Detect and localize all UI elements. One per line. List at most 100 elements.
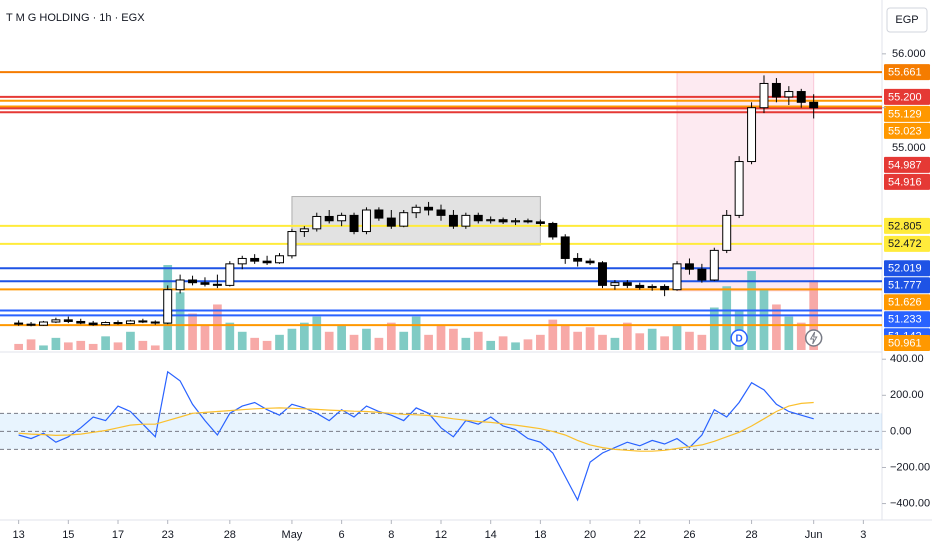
candle-body xyxy=(188,279,198,284)
volume-bar xyxy=(76,340,86,350)
volume-bar xyxy=(635,333,645,350)
candle-body xyxy=(486,219,496,222)
volume-bar xyxy=(722,286,732,350)
volume-bar xyxy=(585,327,595,350)
currency-label[interactable]: EGP xyxy=(895,14,918,26)
candle-body xyxy=(386,217,396,227)
candle-body xyxy=(225,263,235,286)
candle-body xyxy=(324,215,334,222)
candle-body xyxy=(535,221,545,224)
volume-bar xyxy=(262,340,272,350)
volume-bar xyxy=(709,307,719,350)
candle-body xyxy=(548,222,558,238)
level-label-bg xyxy=(884,64,930,81)
candle-body xyxy=(399,212,409,227)
candle-body xyxy=(312,215,322,230)
candle-body xyxy=(411,206,421,214)
event-marker-label: D xyxy=(736,334,743,345)
volume-bar xyxy=(312,316,322,350)
volume-bar xyxy=(560,325,570,350)
volume-bar xyxy=(473,331,483,350)
candle-body xyxy=(125,320,135,325)
indicator-line xyxy=(18,370,814,502)
volume-bar xyxy=(486,340,496,350)
volume-bar xyxy=(386,322,396,350)
x-tick-label: 14 xyxy=(485,529,497,541)
volume-bar xyxy=(275,334,284,350)
candle-body xyxy=(101,322,111,326)
volume-bar xyxy=(300,322,309,350)
level-label: 51.777 xyxy=(888,280,922,292)
level-label-bg xyxy=(884,260,930,277)
volume-bar xyxy=(188,313,197,350)
candle-body xyxy=(76,320,86,324)
volume-bar xyxy=(685,331,694,350)
volume-bar xyxy=(784,316,794,350)
volume-bar xyxy=(536,334,545,350)
x-tick-label: 28 xyxy=(745,529,757,541)
candle-body xyxy=(138,320,148,323)
volume-bar xyxy=(449,328,458,350)
candle-body xyxy=(262,260,272,264)
x-tick-label: 17 xyxy=(112,529,124,541)
y-tick-label: 56.000 xyxy=(892,48,926,60)
volume-bar xyxy=(511,342,520,350)
volume-bar xyxy=(349,334,359,350)
candle-body xyxy=(237,257,247,265)
candle-body xyxy=(473,214,483,222)
volume-bar xyxy=(225,322,235,350)
level-label-bg xyxy=(884,217,930,234)
candle-body xyxy=(709,249,719,281)
event-icon xyxy=(809,331,818,345)
volume-bar xyxy=(436,325,446,350)
candle-body xyxy=(684,263,694,270)
x-tick-label: 12 xyxy=(435,529,447,541)
level-label-bg xyxy=(884,335,930,351)
volume-bar xyxy=(772,304,781,350)
level-label: 52.805 xyxy=(888,220,922,232)
level-label: 50.961 xyxy=(888,337,922,349)
candle-body xyxy=(747,107,757,163)
volume-bar xyxy=(424,334,433,350)
level-label: 54.916 xyxy=(888,176,922,188)
volume-bar xyxy=(200,325,210,350)
level-label: 55.023 xyxy=(888,125,922,137)
level-label-bg xyxy=(884,235,930,252)
volume-bar xyxy=(548,319,558,350)
volume-bar xyxy=(213,304,222,350)
candle-body xyxy=(361,209,371,233)
candle-body xyxy=(150,321,160,324)
event-marker xyxy=(804,329,823,347)
volume-bar xyxy=(175,292,185,350)
candle-body xyxy=(26,323,36,326)
x-tick-label: 3 xyxy=(860,529,866,541)
candle-body xyxy=(771,82,781,98)
candle-body xyxy=(374,209,384,219)
volume-bar xyxy=(374,337,384,350)
volume-bar xyxy=(796,322,806,350)
x-tick-label: 23 xyxy=(162,529,174,541)
level-label: 55.129 xyxy=(888,108,922,120)
indicator-line xyxy=(18,401,814,452)
candle-body xyxy=(809,101,819,109)
x-tick-label: 20 xyxy=(584,529,596,541)
candle-body xyxy=(436,209,446,216)
candle-body xyxy=(734,161,744,216)
volume-bar xyxy=(498,336,508,350)
level-label: 51.626 xyxy=(888,297,922,309)
candle-body xyxy=(722,214,732,251)
candle-body xyxy=(39,321,48,326)
currency-button[interactable] xyxy=(886,7,928,33)
level-label: 55.200 xyxy=(888,91,922,103)
volume-bar xyxy=(51,337,61,350)
level-label-bg xyxy=(884,156,930,173)
y-tick-label: 400.00 xyxy=(890,353,924,365)
volume-bar xyxy=(672,325,682,350)
x-tick-label: 18 xyxy=(534,529,546,541)
level-label-bg xyxy=(884,277,930,294)
x-tick-label: 28 xyxy=(224,529,236,541)
candle-body xyxy=(635,284,645,289)
level-label: 52.472 xyxy=(888,238,922,250)
chart-title: T M G HOLDING · 1h · EGX xyxy=(6,12,145,24)
